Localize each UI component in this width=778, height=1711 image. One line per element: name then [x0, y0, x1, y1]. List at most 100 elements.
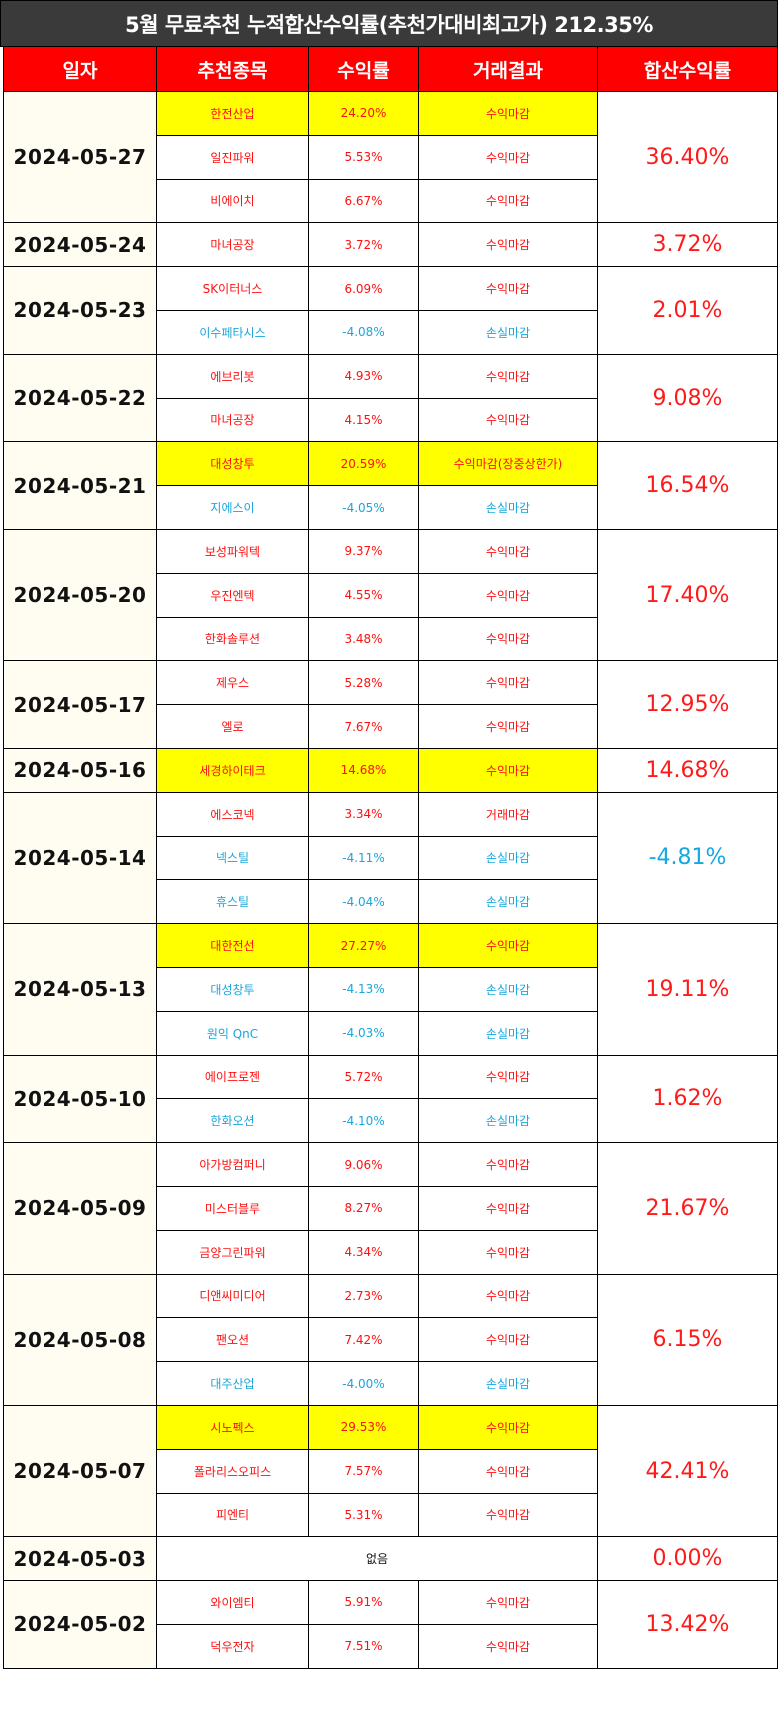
result-cell: 수익마감: [418, 1273, 598, 1319]
total-return-cell: 12.95%: [597, 660, 778, 749]
total-return-cell: -4.81%: [597, 791, 778, 925]
rate-cell: 5.53%: [308, 134, 419, 180]
table-row: 대성창투 -4.13% 손실마감: [4, 966, 778, 1012]
header-date: 일자: [3, 46, 157, 92]
total-return-cell: 42.41%: [597, 1404, 778, 1538]
rate-cell: -4.00%: [308, 1361, 419, 1406]
table-row: 2024-05-27 한전산업 24.20% 수익마감 36.40%: [3, 90, 778, 224]
table-row: 덕우전자 7.51% 수익마감: [4, 1623, 778, 1669]
stock-cell: 한화오션: [156, 1098, 309, 1144]
total-return-cell: 21.67%: [597, 1142, 778, 1275]
stock-cell: 세경하이테크: [156, 747, 309, 793]
date-cell: 2024-05-21: [3, 441, 157, 530]
result-cell: 수익마감: [418, 572, 598, 618]
result-cell: 수익마감: [418, 1229, 598, 1275]
date-cell: 2024-05-03: [3, 1536, 157, 1582]
table-row: 2024-05-21 대성창투 20.59% 수익마감(장중상한가) 16.54%: [3, 441, 778, 530]
table-row: 비에이치 6.67% 수익마감: [4, 178, 778, 224]
rate-cell: 20.59%: [308, 441, 419, 487]
stock-cell: 아가방컴퍼니: [156, 1142, 309, 1187]
result-cell: 손실마감: [418, 1361, 598, 1406]
rate-cell: -4.03%: [308, 1010, 419, 1056]
result-cell: 손실마감: [418, 309, 598, 355]
table-row: 대주산업 -4.00% 손실마감: [4, 1361, 778, 1406]
rate-cell: 7.42%: [308, 1317, 419, 1363]
result-cell: 수익마감: [418, 923, 598, 968]
rate-cell: 4.15%: [308, 397, 419, 443]
stock-cell: 덕우전자: [156, 1623, 309, 1669]
stock-cell: 미스터블루: [156, 1185, 309, 1231]
date-cell: 2024-05-13: [3, 923, 157, 1056]
rate-cell: -4.10%: [308, 1098, 419, 1144]
rate-cell: 3.48%: [308, 616, 419, 662]
rate-cell: 4.55%: [308, 572, 419, 618]
stock-cell: 한전산업: [156, 91, 309, 136]
result-cell: 손실마감: [418, 1010, 598, 1056]
result-cell: 수익마감: [418, 91, 598, 136]
header-rate: 수익률: [308, 46, 419, 92]
total-return-cell: 9.08%: [597, 353, 778, 443]
header-row: 일자 추천종목 수익률 거래결과 합산수익률: [3, 46, 778, 92]
stock-cell: 보성파워텍: [156, 528, 309, 574]
result-cell: 수익마감: [418, 1492, 598, 1538]
rate-cell: -4.11%: [308, 835, 419, 881]
total-return-cell: 6.15%: [597, 1273, 778, 1406]
stock-cell: 대한전선: [156, 923, 309, 968]
table-row: 2024-05-16 세경하이테크 14.68% 수익마감 14.68%: [3, 747, 778, 793]
result-cell: 수익마감: [418, 266, 598, 311]
date-cell: 2024-05-27: [3, 90, 157, 224]
result-cell: 수익마감: [418, 1142, 598, 1187]
rate-cell: 14.68%: [308, 747, 419, 793]
table-row: 엘로 7.67% 수익마감: [4, 704, 778, 749]
result-cell: 손실마감: [418, 966, 598, 1012]
stock-cell: 휴스틸: [156, 879, 309, 925]
result-cell: 수익마감: [418, 747, 598, 793]
rate-cell: -4.04%: [308, 879, 419, 925]
stock-cell: 일진파워: [156, 134, 309, 180]
rate-cell: 5.31%: [308, 1492, 419, 1538]
result-cell: 수익마감: [418, 1317, 598, 1363]
table-row: 폴라리스오피스 7.57% 수익마감: [4, 1448, 778, 1494]
stock-cell: 에스코넥: [156, 791, 309, 837]
header-stock: 추천종목: [156, 46, 309, 92]
table-row: 2024-05-23 SK이터너스 6.09% 수익마감 2.01%: [3, 266, 778, 355]
date-cell: 2024-05-17: [3, 660, 157, 749]
rate-cell: 5.91%: [308, 1580, 419, 1625]
no-recommendation-cell: 없음: [156, 1536, 598, 1582]
page-title: 5월 무료추천 누적합산수익률(추천가대비최고가) 212.35%: [0, 0, 778, 47]
rate-cell: 4.93%: [308, 353, 419, 399]
result-cell: 수익마감: [418, 1448, 598, 1494]
stock-cell: 지에스이: [156, 485, 309, 530]
rate-cell: 7.51%: [308, 1623, 419, 1669]
date-cell: 2024-05-20: [3, 528, 157, 662]
result-cell: 수익마감: [418, 660, 598, 706]
table-row: 2024-05-02 와이엠티 5.91% 수익마감 13.42%: [3, 1580, 778, 1669]
result-cell: 손실마감: [418, 485, 598, 530]
rate-cell: 9.06%: [308, 1142, 419, 1187]
table-row: 피엔티 5.31% 수익마감: [4, 1492, 778, 1538]
total-return-cell: 36.40%: [597, 90, 778, 224]
rate-cell: -4.05%: [308, 485, 419, 530]
result-cell: 수익마감: [418, 134, 598, 180]
date-cell: 2024-05-02: [3, 1580, 157, 1669]
result-cell: 손실마감: [418, 1098, 598, 1144]
rate-cell: 7.57%: [308, 1448, 419, 1494]
table-row: 2024-05-14 에스코넥 3.34% 거래마감 -4.81%: [3, 791, 778, 925]
table-row: 한화솔루션 3.48% 수익마감: [4, 616, 778, 662]
date-cell: 2024-05-23: [3, 266, 157, 355]
result-cell: 수익마감: [418, 397, 598, 443]
table-row: 2024-05-09 아가방컴퍼니 9.06% 수익마감 21.67%: [3, 1142, 778, 1275]
result-cell: 수익마감(장중상한가): [418, 441, 598, 487]
stock-cell: 대성창투: [156, 441, 309, 487]
table-row: 넥스틸 -4.11% 손실마감: [4, 835, 778, 881]
rate-cell: 5.28%: [308, 660, 419, 706]
total-return-cell: 2.01%: [597, 266, 778, 355]
result-cell: 수익마감: [418, 1185, 598, 1231]
total-return-cell: 16.54%: [597, 441, 778, 530]
result-cell: 수익마감: [418, 178, 598, 224]
rate-cell: 29.53%: [308, 1404, 419, 1450]
total-return-cell: 3.72%: [597, 222, 778, 268]
date-cell: 2024-05-14: [3, 791, 157, 925]
rate-cell: -4.08%: [308, 309, 419, 355]
total-return-cell: 19.11%: [597, 923, 778, 1056]
